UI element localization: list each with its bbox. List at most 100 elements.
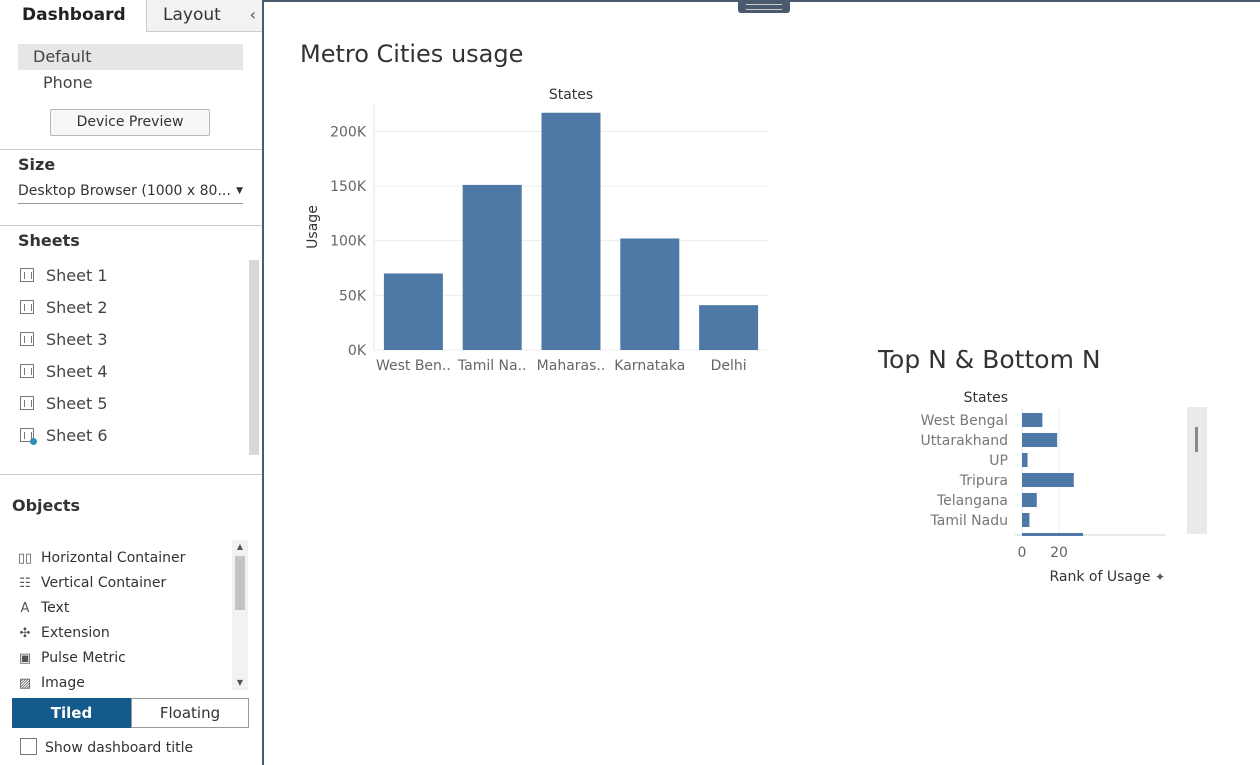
- size-title: Size: [18, 155, 56, 174]
- x-tick-label: Maharas..: [537, 358, 606, 374]
- objects-list: ▯▯ Horizontal Container ☷ Vertical Contain…: [0, 545, 232, 691]
- y-tick-label: 200K: [330, 124, 367, 140]
- sheet-item[interactable]: Sheet 2: [20, 295, 108, 321]
- chart2-header: States: [964, 390, 1008, 406]
- object-label: Extension: [41, 625, 110, 641]
- object-image[interactable]: ▨ Image: [16, 672, 85, 694]
- sheets-scrollbar[interactable]: [249, 260, 259, 455]
- y-tick-label: 0K: [348, 343, 367, 359]
- y-tick-label: Tripura: [959, 473, 1008, 489]
- sheets-list: Sheet 1 Sheet 2 Sheet 3 Sheet 4 Sheet 5 …: [0, 260, 262, 455]
- scroll-up-icon[interactable]: ▲: [236, 542, 244, 551]
- text-icon: A: [20, 601, 30, 616]
- bar[interactable]: [699, 305, 759, 350]
- object-extension[interactable]: ✣ Extension: [16, 622, 110, 644]
- vertical-container-icon: ☷: [19, 576, 31, 591]
- chart1-ylabel: Usage: [305, 205, 321, 249]
- scroll-down-icon[interactable]: ▼: [236, 678, 244, 687]
- sheet-item[interactable]: Sheet 6: [20, 423, 108, 449]
- scrollbar-thumb[interactable]: [1195, 427, 1198, 452]
- y-tick-label: UP: [989, 453, 1008, 469]
- bar[interactable]: [541, 112, 601, 350]
- sheet-item[interactable]: Sheet 1: [20, 263, 108, 289]
- sheet-item-label: Sheet 6: [46, 426, 108, 445]
- worksheet-icon: [20, 267, 34, 282]
- worksheet-icon: [20, 299, 34, 314]
- show-dashboard-title-option[interactable]: Show dashboard title: [20, 737, 194, 758]
- tab-layout-label: Layout: [163, 5, 221, 25]
- object-text[interactable]: A Text: [16, 597, 70, 619]
- dashboard-canvas: Metro Cities usage States Usage 0K 50K 100K 1…: [262, 0, 1260, 765]
- horizontal-container-icon: ▯▯: [17, 551, 33, 566]
- pulse-metric-icon: ▣: [18, 651, 32, 666]
- tab-dashboard[interactable]: Dashboard: [0, 0, 146, 32]
- device-phone[interactable]: Phone: [43, 73, 93, 92]
- chevron-down-icon: ▼: [236, 186, 243, 196]
- bar[interactable]: [1022, 453, 1028, 467]
- left-panel: Dashboard Layout ‹ Default Phone Device …: [0, 0, 262, 765]
- chart2-scrollbar[interactable]: [1187, 407, 1207, 534]
- image-icon: ▨: [18, 676, 32, 691]
- worksheet-icon: [20, 363, 34, 378]
- chart1-svg[interactable]: States Usage 0K 50K 100K 150K 200K West Ben.. Ta…: [300, 82, 780, 382]
- objects-scrollbar[interactable]: ▲ ▼: [232, 540, 248, 690]
- scrollbar-thumb[interactable]: [235, 556, 245, 610]
- pin-icon[interactable]: ✦: [1155, 570, 1165, 584]
- object-label: Vertical Container: [41, 575, 167, 591]
- floating-button[interactable]: Floating: [131, 698, 249, 728]
- bar[interactable]: [620, 238, 680, 350]
- tab-layout[interactable]: Layout ‹: [146, 0, 262, 32]
- x-tick-label: 20: [1050, 545, 1068, 561]
- show-dashboard-title-checkbox[interactable]: [20, 737, 37, 755]
- collapse-panel-icon[interactable]: ‹: [249, 5, 256, 24]
- object-pulse-metric[interactable]: ▣ Pulse Metric: [16, 647, 126, 669]
- object-label: Image: [41, 675, 85, 691]
- y-tick-label: West Bengal: [921, 413, 1008, 429]
- y-tick-label: Tamil Nadu: [930, 513, 1009, 529]
- divider: [0, 149, 262, 150]
- device-preview-button[interactable]: Device Preview: [50, 109, 210, 136]
- x-tick-label: Tamil Na..: [457, 358, 527, 374]
- bar[interactable]: [1022, 433, 1058, 447]
- show-dashboard-title-label: Show dashboard title: [45, 740, 194, 756]
- sheet-item-label: Sheet 3: [46, 330, 108, 349]
- tiled-button[interactable]: Tiled: [12, 698, 131, 728]
- sheets-title: Sheets: [18, 231, 80, 250]
- device-default[interactable]: Default: [18, 44, 243, 70]
- scrollbar-thumb[interactable]: [249, 260, 259, 455]
- bar[interactable]: [1022, 473, 1074, 487]
- object-horizontal-container[interactable]: ▯▯ Horizontal Container: [16, 547, 186, 569]
- x-tick-label: West Ben..: [376, 358, 451, 374]
- sheet-item[interactable]: Sheet 3: [20, 327, 108, 353]
- size-dropdown[interactable]: Desktop Browser (1000 x 80... ▼: [18, 180, 243, 204]
- bar[interactable]: [1022, 413, 1043, 427]
- sheet-item[interactable]: Sheet 4: [20, 359, 108, 385]
- y-tick-label: 100K: [330, 234, 367, 250]
- bar[interactable]: [1022, 493, 1037, 507]
- y-tick-label: Uttarakhand: [921, 433, 1008, 449]
- y-tick-label: Telangana: [936, 493, 1008, 509]
- bar[interactable]: [1022, 513, 1030, 527]
- worksheet-used-icon: [20, 427, 37, 445]
- x-tick-label: 0: [1018, 545, 1027, 561]
- object-label: Pulse Metric: [41, 650, 126, 666]
- divider: [0, 474, 262, 475]
- sheet-item[interactable]: Sheet 5: [20, 391, 108, 417]
- bar[interactable]: [462, 184, 522, 350]
- x-tick-label: Karnataka: [614, 358, 685, 374]
- chart2-svg[interactable]: States West Bengal Uttarakhand UP Tripura Tel…: [878, 385, 1188, 595]
- sheet-item-label: Sheet 4: [46, 362, 108, 381]
- chart2-xlabel: Rank of Usage: [1050, 569, 1151, 585]
- y-tick-label: 150K: [330, 179, 367, 195]
- chart1-header: States: [549, 87, 593, 103]
- y-tick-label: 50K: [339, 288, 367, 304]
- object-vertical-container[interactable]: ☷ Vertical Container: [16, 572, 166, 594]
- chart1-title: Metro Cities usage: [300, 40, 524, 68]
- bar[interactable]: [383, 273, 443, 350]
- extension-icon: ✣: [19, 626, 31, 641]
- object-label: Text: [41, 600, 70, 616]
- bar-clipped: [1022, 533, 1084, 536]
- drag-handle[interactable]: [738, 0, 790, 13]
- objects-title: Objects: [12, 496, 81, 515]
- size-dropdown-value: Desktop Browser (1000 x 80...: [18, 183, 231, 199]
